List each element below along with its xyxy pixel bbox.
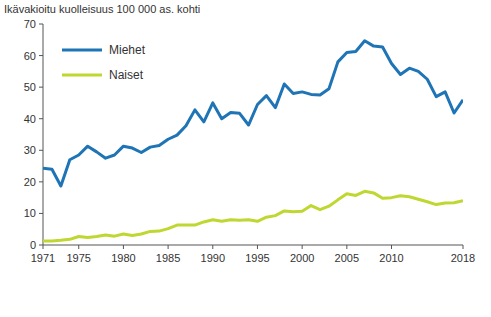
y-tick-label: 40 [24,113,36,125]
y-axis [43,24,44,245]
x-tick-label: 2018 [451,252,475,264]
x-tick [391,245,392,249]
x-tick-label: 1985 [156,252,180,264]
x-tick-label: 1995 [245,252,269,264]
series-line [43,191,463,241]
y-tick-label: 10 [24,207,36,219]
y-tick [39,24,43,25]
y-tick-label: 50 [24,81,36,93]
x-tick [212,245,213,249]
x-tick-label: 1990 [201,252,225,264]
chart: Ikävakioitu kuolleisuus 100 000 as. koht… [0,0,491,317]
x-tick [257,245,258,249]
legend-swatch [62,49,102,52]
y-tick-label: 60 [24,50,36,62]
y-tick-label: 0 [30,239,36,251]
x-axis [43,245,463,246]
x-tick [346,245,347,249]
x-tick [463,245,464,249]
x-tick [78,245,79,249]
series-line [43,41,463,186]
y-tick [39,181,43,182]
x-tick-label: 2005 [335,252,359,264]
y-tick [39,245,43,246]
y-tick [39,87,43,88]
legend-label: Naiset [109,68,144,82]
x-tick-label: 1975 [67,252,91,264]
y-tick [39,55,43,56]
y-tick [39,118,43,119]
x-tick-label: 1971 [31,252,55,264]
legend-swatch [62,74,102,77]
y-tick-label: 70 [24,18,36,30]
y-tick [39,213,43,214]
x-tick [168,245,169,249]
x-tick-label: 2000 [290,252,314,264]
legend-label: Miehet [109,43,146,57]
plot-area [43,41,463,241]
y-tick-label: 20 [24,176,36,188]
x-tick-label: 2010 [379,252,403,264]
y-tick [39,150,43,151]
x-tick [302,245,303,249]
x-tick [123,245,124,249]
y-axis-label: Ikävakioitu kuolleisuus 100 000 as. koht… [4,3,200,15]
x-tick-label: 1980 [111,252,135,264]
y-tick-label: 30 [24,144,36,156]
x-tick [43,245,44,249]
